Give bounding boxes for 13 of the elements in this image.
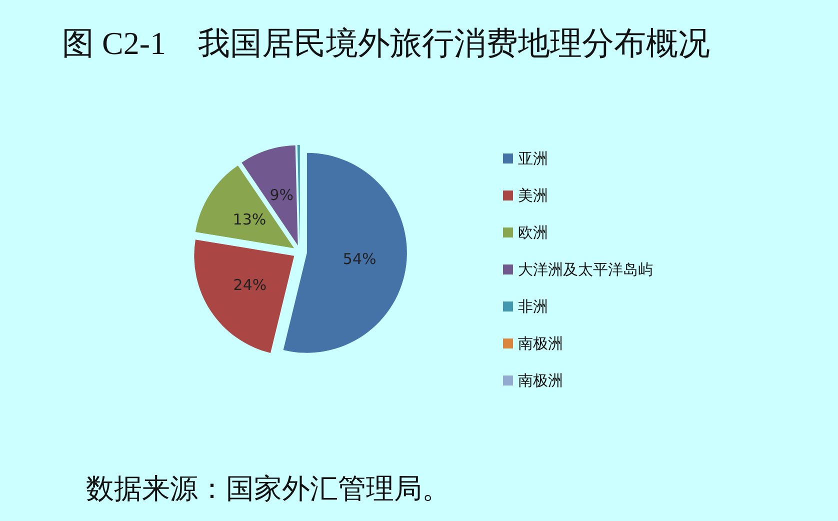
legend-label: 亚洲 xyxy=(518,150,548,168)
data-label: 54% xyxy=(342,250,376,268)
legend-label: 美洲 xyxy=(518,186,548,204)
legend-label: 非洲 xyxy=(518,298,548,316)
legend-label: 南极洲 xyxy=(518,334,563,352)
data-label: 9% xyxy=(270,186,294,204)
source-note: 数据来源：国家外汇管理局。 xyxy=(86,471,450,507)
legend-label: 南极洲 xyxy=(518,372,563,390)
data-label: 13% xyxy=(232,210,266,229)
legend-label: 欧洲 xyxy=(518,224,548,242)
data-label: 24% xyxy=(233,276,267,294)
legend-label: 大洋洲及太平洋岛屿 xyxy=(518,260,653,278)
chart-title: 图 C2-1 我国居民境外旅行消费地理分布概况 xyxy=(62,24,710,63)
